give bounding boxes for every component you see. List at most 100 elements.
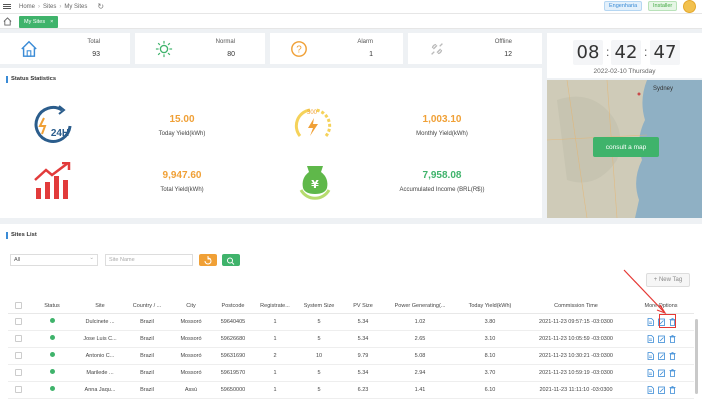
table-row[interactable]: Marilede ... Brazil Mossoró 59619570 1 5 5.34 2… bbox=[8, 364, 694, 382]
breadcrumb-separator: › bbox=[38, 3, 41, 10]
select-all-checkbox[interactable] bbox=[14, 302, 22, 310]
clock-colon: : bbox=[644, 45, 648, 59]
column-header[interactable]: Registrate... bbox=[254, 299, 296, 314]
table-row[interactable]: Dulcinete ... Brazil Mossoró 59640405 1 5 5.34… bbox=[8, 313, 694, 331]
delete-icon[interactable] bbox=[669, 334, 676, 343]
cell-reg: 1 bbox=[254, 330, 296, 348]
tab-bar: My Sites × bbox=[0, 13, 702, 29]
role-installer-button[interactable]: Installer bbox=[648, 1, 678, 11]
column-header[interactable]: Today Yield(kWh) bbox=[456, 299, 524, 314]
menu-icon[interactable] bbox=[3, 4, 11, 9]
column-header[interactable]: Country / ... bbox=[124, 299, 170, 314]
cell-time: 2021-11-23 10:05:59 -03:0300 bbox=[524, 330, 628, 348]
table-row[interactable]: Antonio C... Brazil Mossoró 59631690 2 10 9.79… bbox=[8, 347, 694, 365]
cell-yield: 3.70 bbox=[456, 364, 524, 382]
edit-icon[interactable] bbox=[657, 369, 665, 377]
cell-system: 5 bbox=[296, 364, 342, 382]
kpi-today-yield-value: 15.00 bbox=[169, 114, 195, 125]
row-checkbox[interactable] bbox=[14, 352, 22, 359]
edit-icon[interactable] bbox=[657, 335, 665, 343]
search-icon bbox=[227, 257, 235, 265]
site-name-input[interactable]: Site Name bbox=[105, 254, 193, 266]
24h-icon: 24H bbox=[34, 105, 72, 143]
chart-up-icon bbox=[34, 162, 71, 199]
breadcrumb-sites[interactable]: Sites bbox=[43, 3, 57, 10]
column-header[interactable]: Site bbox=[76, 299, 124, 314]
stat-value: 80 bbox=[227, 51, 235, 58]
cell-city: Mossoró bbox=[170, 364, 212, 382]
row-checkbox[interactable] bbox=[14, 386, 22, 393]
column-header[interactable]: Status bbox=[28, 299, 76, 314]
cell-system: 10 bbox=[296, 347, 342, 365]
column-header[interactable]: City bbox=[170, 299, 212, 314]
consult-map-button[interactable]: consult a map bbox=[593, 137, 659, 157]
avatar[interactable] bbox=[683, 0, 696, 13]
cell-country: Brazil bbox=[124, 347, 170, 365]
reset-button[interactable] bbox=[199, 254, 217, 266]
document-icon[interactable] bbox=[647, 385, 654, 394]
cell-reg: 1 bbox=[254, 381, 296, 399]
status-filter-select[interactable]: All bbox=[10, 253, 98, 266]
cell-system: 5 bbox=[296, 330, 342, 348]
table-header: Status Site Country / ... City Postcode … bbox=[8, 299, 694, 314]
cell-time: 2021-11-23 10:30:21 -03:0300 bbox=[524, 347, 628, 365]
edit-icon[interactable] bbox=[657, 318, 665, 326]
close-icon[interactable]: × bbox=[50, 19, 54, 25]
refresh-icon[interactable]: ↻ bbox=[97, 2, 105, 11]
stat-value: 12 bbox=[504, 51, 512, 58]
column-header[interactable]: PV Size bbox=[342, 299, 384, 314]
table-row[interactable]: Jose Luis C... Brazil Mossoró 59626680 1 5 5.3… bbox=[8, 330, 694, 348]
row-checkbox[interactable] bbox=[14, 318, 22, 325]
stat-label: Total bbox=[87, 39, 100, 45]
delete-icon[interactable] bbox=[669, 317, 676, 326]
delete-icon[interactable] bbox=[669, 385, 676, 394]
column-header[interactable]: System Size bbox=[296, 299, 342, 314]
delete-icon[interactable] bbox=[669, 351, 676, 360]
stat-label: Offline bbox=[494, 39, 512, 45]
home-icon[interactable] bbox=[3, 17, 12, 26]
role-engenharia-button[interactable]: Engenharia bbox=[604, 1, 643, 11]
column-header[interactable]: Postcode bbox=[212, 299, 254, 314]
kpi-total-yield-value: 9,947.60 bbox=[162, 170, 202, 181]
column-header[interactable]: Power Generating(... bbox=[384, 299, 456, 314]
delete-icon[interactable] bbox=[669, 368, 676, 377]
map-panel[interactable]: Sydney consult a map bbox=[547, 80, 702, 218]
scrollbar[interactable] bbox=[695, 319, 698, 394]
svg-text:300: 300 bbox=[307, 110, 318, 116]
cell-pv: 9.79 bbox=[342, 347, 384, 365]
search-button[interactable] bbox=[222, 254, 240, 266]
edit-icon[interactable] bbox=[657, 352, 665, 360]
cell-power: 1.02 bbox=[384, 313, 456, 331]
stat-value: 93 bbox=[92, 51, 100, 58]
cell-yield: 3.80 bbox=[456, 313, 524, 331]
document-icon[interactable] bbox=[647, 317, 654, 326]
status-online-icon bbox=[49, 386, 55, 391]
cell-power: 1.41 bbox=[384, 381, 456, 399]
column-header[interactable]: Commission Time bbox=[524, 299, 628, 314]
edit-icon[interactable] bbox=[657, 386, 665, 394]
row-checkbox[interactable] bbox=[14, 369, 22, 376]
stat-card-normal: Normal 80 bbox=[135, 33, 265, 64]
cell-reg: 2 bbox=[254, 347, 296, 365]
breadcrumb-my-sites: My Sites bbox=[64, 3, 88, 10]
breadcrumb-home[interactable]: Home bbox=[19, 3, 36, 10]
cell-site: Jose Luis C... bbox=[76, 330, 124, 348]
table-row[interactable]: Anna Jaqu... Brazil Assú 59650000 1 5 6.23 1.41… bbox=[8, 381, 694, 399]
money-bag-icon: ¥ bbox=[299, 166, 331, 200]
stat-card-total: Total 93 bbox=[0, 33, 130, 64]
document-icon[interactable] bbox=[647, 368, 654, 377]
cell-city: Mossoró bbox=[170, 347, 212, 365]
cell-time: 2021-11-23 09:57:15 -03:0300 bbox=[524, 313, 628, 331]
new-tag-button[interactable]: + New Tag bbox=[646, 273, 690, 287]
row-checkbox[interactable] bbox=[14, 335, 22, 342]
cell-pv: 5.34 bbox=[342, 364, 384, 382]
question-icon: ? bbox=[291, 41, 307, 57]
tab-my-sites[interactable]: My Sites × bbox=[19, 16, 59, 28]
sites-table: Status Site Country / ... City Postcode … bbox=[8, 299, 694, 399]
section-title: Sites List bbox=[6, 232, 37, 239]
cell-system: 5 bbox=[296, 313, 342, 331]
document-icon[interactable] bbox=[647, 334, 654, 343]
row-actions bbox=[628, 364, 694, 382]
cell-country: Brazil bbox=[124, 364, 170, 382]
document-icon[interactable] bbox=[647, 351, 654, 360]
